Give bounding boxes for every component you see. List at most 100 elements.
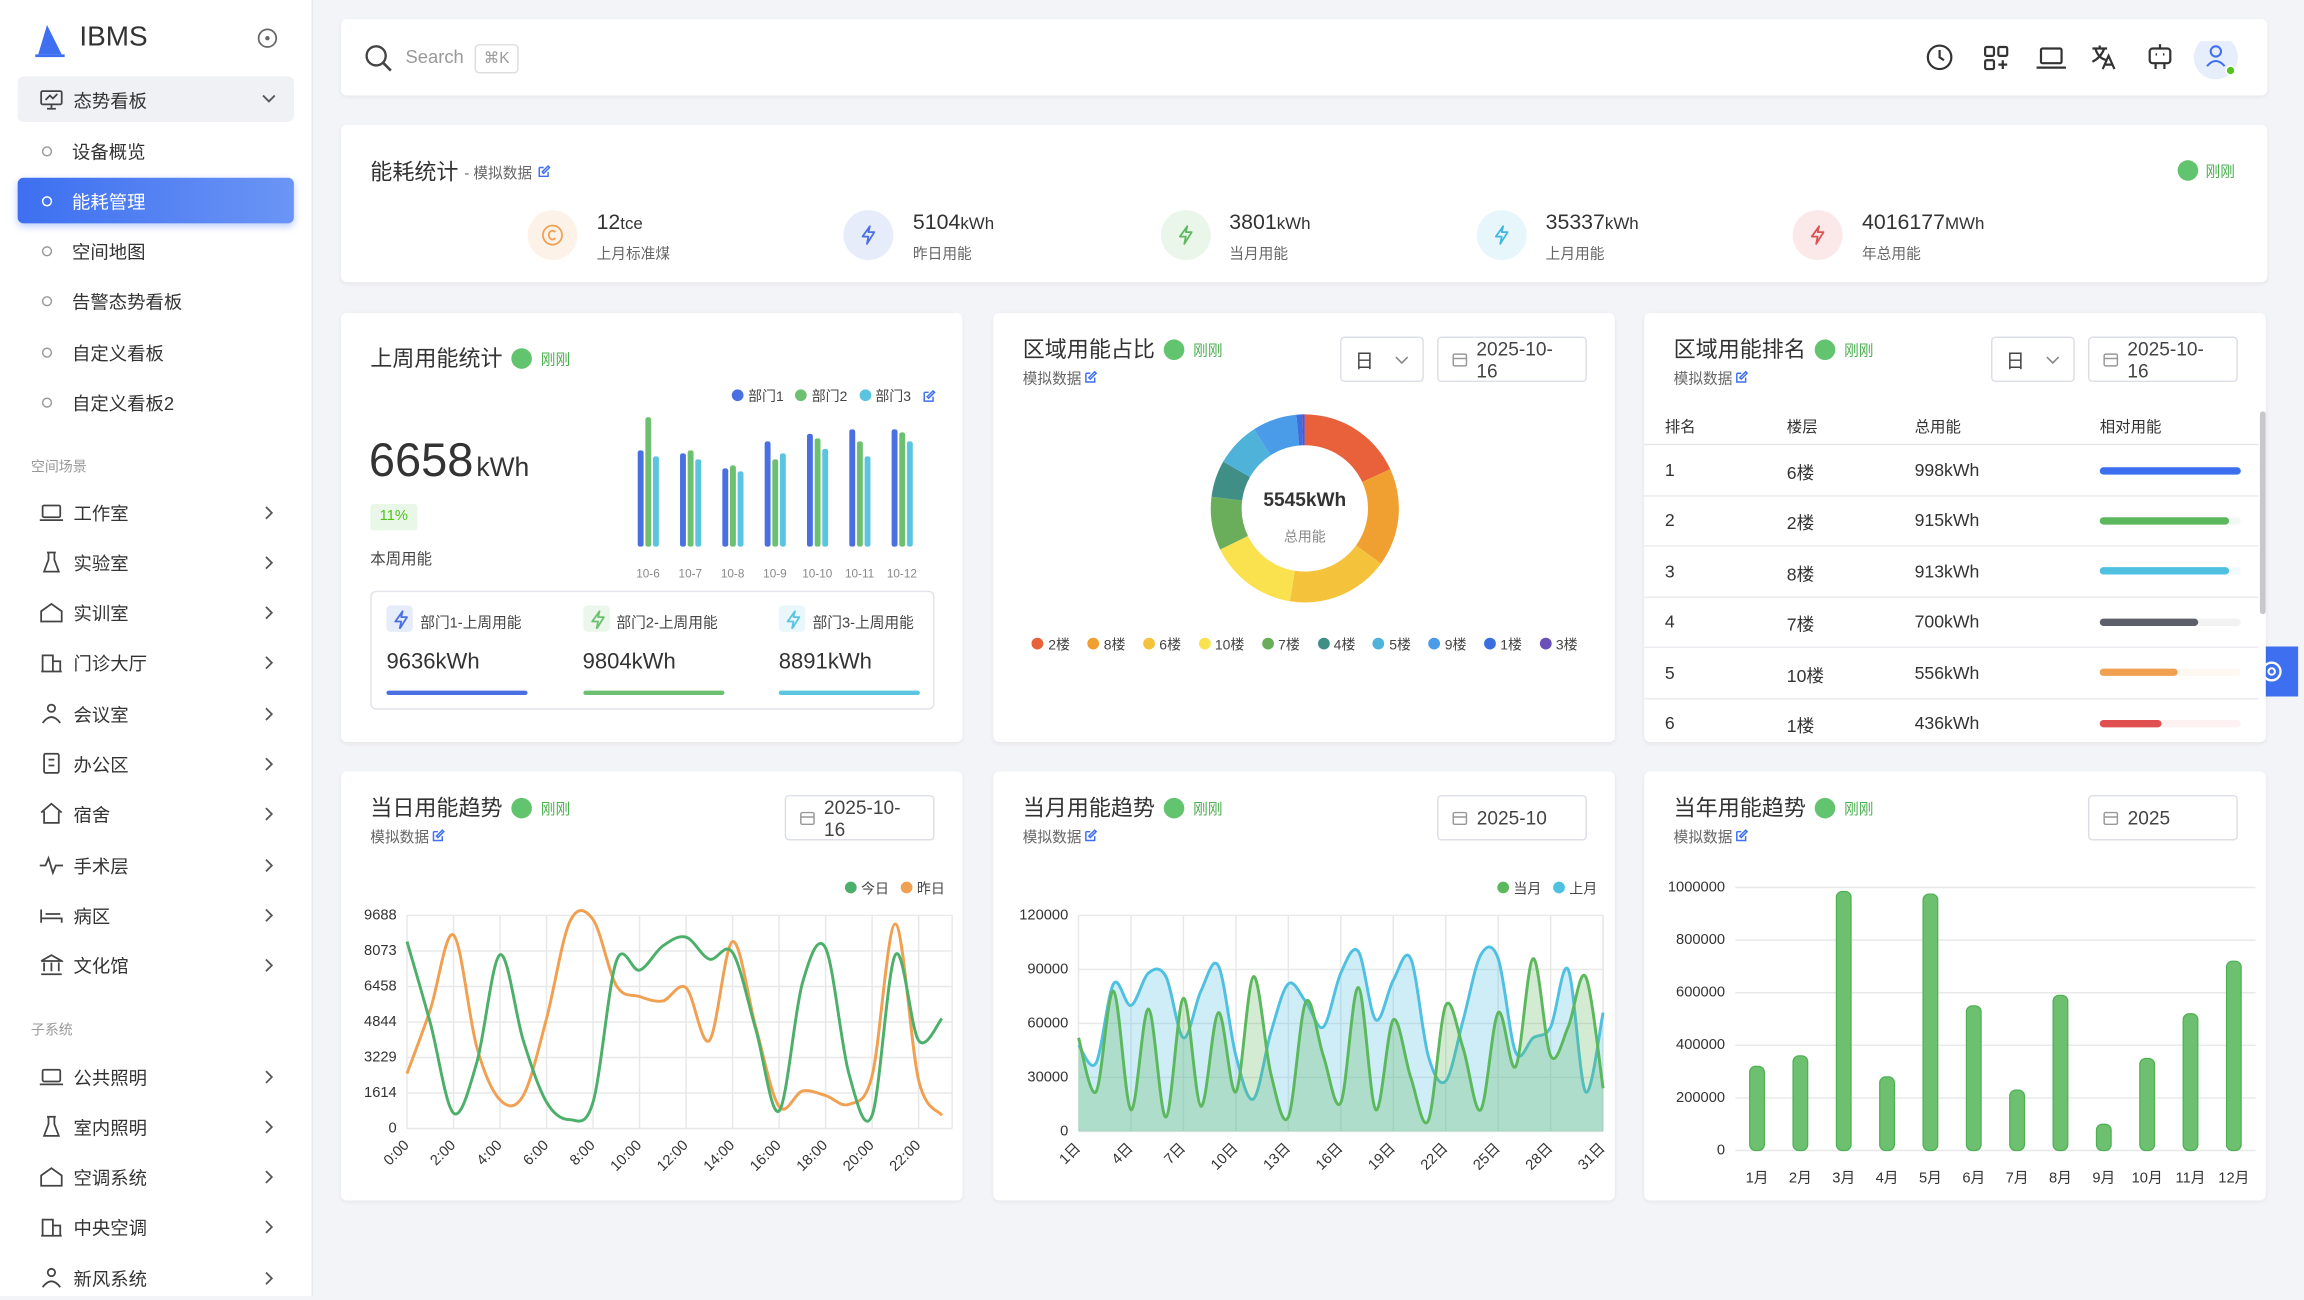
bar: [2099, 567, 2229, 575]
legend-label: 当月: [1513, 881, 1542, 898]
stat-label: 上月用能: [1545, 246, 1605, 264]
x-tick-label: 8:00: [567, 1137, 599, 1169]
clock-icon[interactable]: [1926, 44, 1953, 71]
bar: [695, 459, 702, 547]
rank: 6: [1664, 712, 1675, 734]
screen-icon[interactable]: [2039, 47, 2063, 65]
collapse-ring: [257, 28, 278, 48]
nav-item[interactable]: 实验室: [18, 539, 294, 585]
total-energy: 913kWh: [1915, 561, 1980, 582]
icon-shape: [862, 225, 876, 245]
legend-label: 2楼: [1048, 637, 1070, 654]
date-value: 2025-10-16: [1476, 337, 1553, 382]
date-picker[interactable]: 2025-10: [1437, 794, 1587, 841]
nav-group[interactable]: 态势看板: [17, 76, 294, 122]
legend-swatch: [1317, 637, 1330, 650]
x-tick-label: 19日: [1366, 1140, 1399, 1173]
y-tick-label: 60000: [1027, 1015, 1068, 1031]
legend-swatch: [795, 389, 808, 402]
legend-item: 部门3: [859, 385, 911, 406]
x-tick-label: 14:00: [701, 1137, 738, 1174]
donut-slice: [1304, 414, 1391, 483]
bar: [806, 433, 813, 547]
apps-icon[interactable]: [1984, 45, 1996, 57]
department-underline: [386, 690, 528, 696]
department-unit: kWh: [435, 649, 480, 675]
search-icon[interactable]: [364, 44, 393, 73]
nav-item[interactable]: 办公区: [18, 741, 294, 787]
legend-swatch: [1143, 637, 1155, 650]
stat-value-row: 35337kWh: [1546, 210, 1639, 236]
nav-item-label: 工作室: [73, 503, 129, 524]
nav-item[interactable]: 病区: [18, 892, 294, 938]
x-tick-label: 8月: [2049, 1170, 2072, 1186]
stat-value: 5104: [912, 211, 961, 236]
date-picker[interactable]: 2025: [2088, 794, 2238, 841]
panel-subtitle: 模拟数据: [1022, 830, 1082, 847]
table-rule: [1644, 443, 2259, 446]
nav-item[interactable]: 设备概览: [18, 127, 294, 173]
chevron-right: [265, 606, 274, 620]
bar: [772, 459, 779, 547]
robot-icon[interactable]: [2148, 47, 2172, 65]
panel-title: 当月用能趋势: [1022, 796, 1155, 822]
period-select[interactable]: 日: [1991, 336, 2075, 383]
nav-item[interactable]: 自定义看板2: [18, 379, 294, 425]
total-energy: 700kWh: [1915, 612, 1980, 633]
nav-item[interactable]: 工作室: [18, 489, 294, 535]
nav-item-label: 室内照明: [73, 1117, 147, 1139]
icon-shape: [923, 389, 936, 402]
legend-item: 昨日: [900, 877, 945, 898]
legend-label: 5楼: [1389, 637, 1411, 654]
bar-panel: 当年用能趋势 刚刚 模拟数据 2025 0 200000 400000 600000 80000…: [1644, 771, 2266, 1201]
legend-item: 上月: [1553, 877, 1597, 898]
date-picker[interactable]: 2025-10-16: [2088, 336, 2238, 383]
nav-item[interactable]: 手术层: [18, 841, 294, 887]
stat-icon: [1476, 210, 1527, 261]
chart: 0 30000 60000 90000 120000 1日 4日 7日 10日 13日 16日 19日…: [1019, 907, 1608, 1173]
nav-group-label: 态势看板: [73, 91, 147, 112]
x-tick-label: 10-11: [845, 568, 874, 581]
x-tick-label: 9月: [2092, 1170, 2115, 1186]
icon-shape: [1085, 370, 1098, 383]
nav-item[interactable]: 文化馆: [18, 942, 294, 988]
date-picker[interactable]: 2025-10-16: [1437, 336, 1587, 383]
nav-item[interactable]: 空间地图: [18, 228, 294, 274]
y-tick-label: 400000: [1676, 1037, 1725, 1053]
nav-item[interactable]: 空调系统: [18, 1154, 294, 1200]
chevron-right: [265, 959, 274, 973]
nav-item[interactable]: 中央空调: [18, 1204, 294, 1250]
nav-item[interactable]: 自定义看板: [18, 329, 294, 375]
center-number: 5545: [1263, 490, 1306, 511]
nav-item[interactable]: 门诊大厅: [18, 640, 294, 686]
icon-shape: [365, 45, 387, 67]
floor: 6楼: [1786, 462, 1815, 484]
nav-item[interactable]: 告警态势看板: [18, 278, 294, 324]
donut-slice: [1356, 469, 1399, 564]
x-tick-label: 22日: [1418, 1140, 1451, 1173]
legend-label: 7楼: [1278, 637, 1300, 654]
nav-item-label: 手术层: [73, 856, 129, 877]
floor: 10楼: [1786, 665, 1825, 686]
icon-shape: [1085, 829, 1098, 842]
y-tick-label: 800000: [1676, 932, 1725, 948]
nav-item[interactable]: 会议室: [18, 690, 294, 736]
period-select[interactable]: 日: [1340, 336, 1424, 383]
bolt-icon: [1811, 225, 1825, 245]
panel-header: 上周用能统计 刚刚: [370, 342, 570, 373]
chevron-shape: [262, 94, 276, 103]
status-dot: [1163, 797, 1185, 818]
nav-item[interactable]: 能耗管理: [17, 177, 294, 224]
collapse-button[interactable]: [257, 28, 278, 49]
nav-item[interactable]: 新风系统: [18, 1254, 294, 1300]
legend-item: 当月: [1497, 877, 1541, 898]
nav-item[interactable]: 实训室: [18, 589, 294, 635]
icon-shape: [48, 758, 55, 767]
search-input[interactable]: Search: [405, 47, 464, 68]
nav-item[interactable]: 室内照明: [18, 1103, 294, 1149]
translate-icon[interactable]: [2091, 45, 2116, 70]
bar: [2099, 719, 2162, 727]
nav-item[interactable]: 公共照明: [18, 1053, 294, 1099]
nav-item[interactable]: 宿舍: [18, 791, 294, 837]
date-picker[interactable]: 2025-10-16: [784, 794, 935, 841]
